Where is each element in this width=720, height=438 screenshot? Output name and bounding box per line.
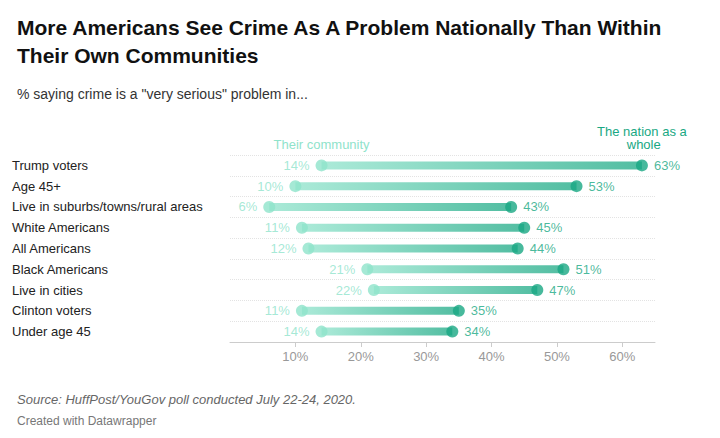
svg-text:Source: HuffPost/YouGov poll c: Source: HuffPost/YouGov poll conducted J… [17,392,356,407]
svg-text:All Americans: All Americans [12,241,91,256]
svg-text:34%: 34% [464,324,490,339]
svg-text:Their community: Their community [273,137,370,152]
svg-text:20%: 20% [348,349,374,364]
svg-text:44%: 44% [530,241,556,256]
svg-text:% saying crime is a "very seri: % saying crime is a "very serious" probl… [17,86,308,102]
svg-text:More Americans See Crime As A: More Americans See Crime As A Problem Na… [17,16,667,39]
svg-text:Live in suburbs/towns/rural ar: Live in suburbs/towns/rural areas [12,199,203,214]
svg-text:43%: 43% [523,199,549,214]
svg-text:Created with Datawrapper: Created with Datawrapper [17,414,156,428]
svg-text:11%: 11% [265,220,290,235]
svg-text:30%: 30% [413,349,439,364]
svg-text:Their Own Communities: Their Own Communities [17,44,259,67]
svg-text:63%: 63% [654,158,680,173]
svg-text:Trump voters: Trump voters [12,158,89,173]
svg-text:11%: 11% [265,303,290,318]
svg-text:40%: 40% [479,349,505,364]
svg-text:45%: 45% [536,220,562,235]
svg-text:The nation as a: The nation as a [597,124,687,140]
svg-text:6%: 6% [238,199,257,214]
svg-text:12%: 12% [270,241,296,256]
svg-text:60%: 60% [609,349,635,364]
svg-text:50%: 50% [544,349,570,364]
svg-text:47%: 47% [549,283,575,298]
svg-text:14%: 14% [284,158,310,173]
svg-text:51%: 51% [575,262,601,277]
svg-text:10%: 10% [282,349,308,364]
svg-text:53%: 53% [589,179,615,194]
svg-text:Under age 45: Under age 45 [12,324,91,339]
svg-text:14%: 14% [284,324,310,339]
svg-text:21%: 21% [329,262,355,277]
svg-text:35%: 35% [471,303,497,318]
svg-text:Black Americans: Black Americans [12,262,109,277]
svg-text:10%: 10% [257,179,283,194]
svg-text:White Americans: White Americans [12,220,110,235]
svg-text:Clinton voters: Clinton voters [12,303,92,318]
svg-text:Live in cities: Live in cities [12,283,83,298]
svg-text:whole: whole [623,137,661,152]
svg-text:Age 45+: Age 45+ [12,179,61,194]
svg-text:22%: 22% [336,283,362,298]
